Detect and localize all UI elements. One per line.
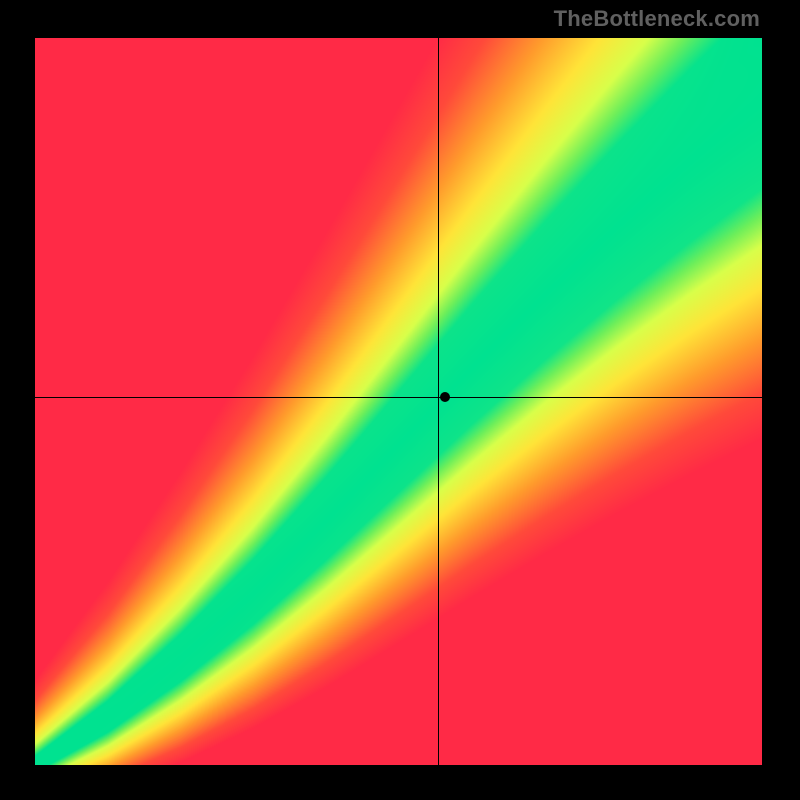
watermark-text: TheBottleneck.com [554,6,760,32]
crosshair-vertical [438,38,439,765]
heatmap-canvas-holder [35,38,762,765]
heatmap-canvas [35,38,762,765]
marker-dot [440,392,450,402]
heatmap-plot [35,38,762,765]
crosshair-horizontal [35,397,762,398]
